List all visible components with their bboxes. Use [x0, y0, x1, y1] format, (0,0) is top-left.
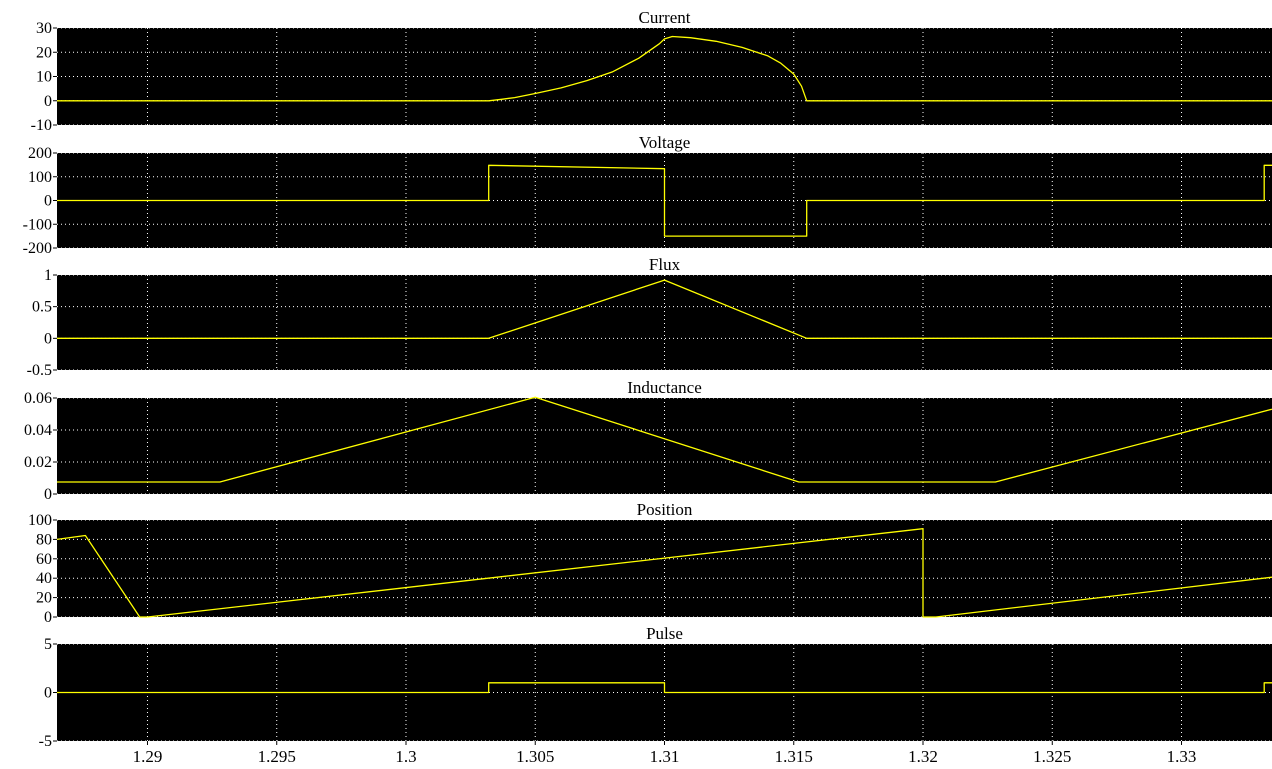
y-tick-label-current: 30 — [36, 20, 52, 37]
panel-position: Position 0 20 40 60 80 100 — [28, 500, 1272, 626]
plot-area-flux — [57, 275, 1272, 370]
panel-title-flux: Flux — [649, 255, 681, 274]
panel-title-position: Position — [637, 500, 693, 519]
y-tick-label-position: 80 — [36, 531, 52, 548]
y-tick-label-voltage: -200 — [23, 240, 52, 257]
y-tick-label-voltage: -100 — [23, 216, 52, 233]
x-tick-label: 1.31 — [650, 747, 680, 766]
y-tick-label-voltage: 100 — [28, 169, 52, 186]
trace-position — [56, 528, 1272, 618]
x-tick-label: 1.32 — [908, 747, 938, 766]
y-tick-label-voltage: 200 — [28, 145, 52, 162]
x-tick-label: 1.325 — [1033, 747, 1071, 766]
x-tick-label: 1.33 — [1167, 747, 1197, 766]
y-tick-label-position: 100 — [28, 512, 52, 529]
trace-pulse — [57, 682, 1272, 694]
x-tick-label: 1.29 — [133, 747, 163, 766]
y-tick-label-position: 60 — [36, 551, 52, 568]
panel-title-voltage: Voltage — [639, 133, 691, 152]
trace-current — [57, 35, 1272, 102]
y-tick-label-flux: 1 — [44, 267, 52, 284]
y-tick-label-current: 0 — [44, 93, 52, 110]
panel-pulse: Pulse -5 0 5 — [39, 624, 1272, 750]
y-tick-label-flux: 0.5 — [32, 299, 52, 316]
y-tick-label-pulse: -5 — [39, 733, 52, 750]
panel-title-inductance: Inductance — [627, 378, 702, 397]
y-tick-label-inductance: 0.02 — [24, 454, 52, 471]
panel-inductance: Inductance 0 0.02 0.04 0.06 — [24, 378, 1272, 503]
trace-voltage — [57, 164, 1272, 237]
y-tick-label-flux: 0 — [44, 330, 52, 347]
y-tick-label-pulse: 0 — [44, 685, 52, 702]
y-tick-label-voltage: 0 — [44, 193, 52, 210]
panel-voltage: Voltage -200 -100 0 100 200 — [23, 133, 1272, 257]
y-tick-label-pulse: 5 — [44, 636, 52, 653]
y-tick-label-position: 20 — [36, 590, 52, 607]
y-tick-label-position: 40 — [36, 570, 52, 587]
panel-title-current: Current — [639, 8, 691, 27]
y-tick-label-inductance: 0.04 — [24, 422, 52, 439]
panel-current: Current -10 0 10 20 30 — [31, 8, 1272, 134]
panel-flux: Flux -0.5 0 0.5 1 — [27, 255, 1272, 379]
trace-flux — [57, 279, 1272, 339]
y-tick-label-current: -10 — [31, 117, 52, 134]
y-tick-label-inductance: 0 — [44, 486, 52, 503]
x-tick-label: 1.315 — [775, 747, 813, 766]
y-tick-label-current: 10 — [36, 69, 52, 86]
y-tick-label-inductance: 0.06 — [24, 390, 52, 407]
y-tick-label-current: 20 — [36, 44, 52, 61]
x-tick-label: 1.305 — [516, 747, 554, 766]
x-tick-label: 1.3 — [395, 747, 416, 766]
x-tick-label: 1.295 — [258, 747, 296, 766]
panel-title-pulse: Pulse — [646, 624, 683, 643]
y-tick-label-position: 0 — [44, 609, 52, 626]
trace-inductance — [57, 396, 1272, 483]
y-tick-label-flux: -0.5 — [27, 362, 52, 379]
